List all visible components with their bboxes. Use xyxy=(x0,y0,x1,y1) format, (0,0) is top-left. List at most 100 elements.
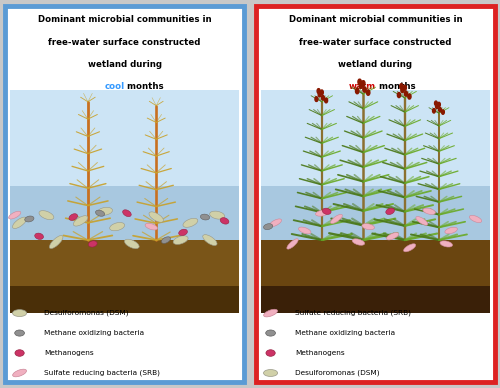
Ellipse shape xyxy=(330,215,342,223)
Ellipse shape xyxy=(110,222,124,231)
Ellipse shape xyxy=(362,223,374,230)
Ellipse shape xyxy=(98,207,112,215)
Ellipse shape xyxy=(200,214,209,220)
Ellipse shape xyxy=(74,216,88,226)
Text: wetland during: wetland during xyxy=(338,60,412,69)
Ellipse shape xyxy=(316,210,328,216)
Text: Desulforomonas (DSM): Desulforomonas (DSM) xyxy=(44,310,128,316)
Circle shape xyxy=(358,79,362,85)
Ellipse shape xyxy=(202,235,217,246)
Ellipse shape xyxy=(183,218,198,227)
Ellipse shape xyxy=(264,224,273,230)
Ellipse shape xyxy=(386,208,394,215)
Text: warm: warm xyxy=(348,82,376,91)
Text: free-water surface constructed: free-water surface constructed xyxy=(300,38,452,47)
Bar xyxy=(261,240,490,294)
Ellipse shape xyxy=(352,239,364,245)
Ellipse shape xyxy=(386,232,399,240)
Text: Methane oxidizing bacteria: Methane oxidizing bacteria xyxy=(295,330,395,336)
Circle shape xyxy=(315,97,318,102)
Circle shape xyxy=(401,87,404,92)
Circle shape xyxy=(318,92,321,97)
Bar xyxy=(261,286,490,313)
Circle shape xyxy=(436,104,438,109)
Text: Methanogens: Methanogens xyxy=(44,350,94,356)
Ellipse shape xyxy=(15,350,24,356)
Circle shape xyxy=(363,87,366,92)
Ellipse shape xyxy=(266,350,275,356)
Ellipse shape xyxy=(50,236,63,249)
Text: Methanogens: Methanogens xyxy=(295,350,344,356)
Bar xyxy=(10,186,239,240)
Ellipse shape xyxy=(149,212,164,222)
Ellipse shape xyxy=(178,229,188,236)
Ellipse shape xyxy=(69,214,78,220)
Ellipse shape xyxy=(470,215,482,223)
Ellipse shape xyxy=(24,216,34,222)
Ellipse shape xyxy=(162,237,170,243)
Ellipse shape xyxy=(264,309,278,317)
Ellipse shape xyxy=(88,241,97,247)
Ellipse shape xyxy=(416,217,428,225)
Text: Desulforomonas (DSM): Desulforomonas (DSM) xyxy=(295,370,380,376)
Circle shape xyxy=(359,83,362,88)
Circle shape xyxy=(322,95,324,100)
Text: free-water surface constructed: free-water surface constructed xyxy=(48,38,201,47)
Ellipse shape xyxy=(445,227,458,234)
Ellipse shape xyxy=(210,211,224,219)
Ellipse shape xyxy=(12,369,26,377)
Ellipse shape xyxy=(298,227,311,234)
Circle shape xyxy=(320,90,324,95)
Circle shape xyxy=(324,98,328,103)
Circle shape xyxy=(438,102,440,107)
Ellipse shape xyxy=(423,208,436,215)
Ellipse shape xyxy=(173,236,188,244)
Ellipse shape xyxy=(96,210,104,216)
Text: wetland during: wetland during xyxy=(88,60,162,69)
Ellipse shape xyxy=(322,208,331,215)
Ellipse shape xyxy=(8,211,21,219)
Text: cool: cool xyxy=(104,82,124,91)
FancyBboxPatch shape xyxy=(5,6,244,382)
Circle shape xyxy=(366,90,370,95)
Text: Sulfate reducing bacteria (SRB): Sulfate reducing bacteria (SRB) xyxy=(295,310,411,316)
Text: Dominant microbial communities in: Dominant microbial communities in xyxy=(288,16,463,24)
Ellipse shape xyxy=(12,310,26,317)
Ellipse shape xyxy=(266,330,276,336)
Bar xyxy=(10,240,239,294)
Circle shape xyxy=(398,92,400,98)
Circle shape xyxy=(356,88,359,94)
Circle shape xyxy=(408,94,411,99)
Ellipse shape xyxy=(264,369,278,376)
Circle shape xyxy=(404,91,407,96)
Ellipse shape xyxy=(34,233,43,239)
Circle shape xyxy=(362,81,365,86)
Circle shape xyxy=(442,110,444,114)
Bar xyxy=(10,90,239,186)
Ellipse shape xyxy=(39,211,54,220)
Ellipse shape xyxy=(287,239,298,249)
Ellipse shape xyxy=(14,330,24,336)
Circle shape xyxy=(434,101,438,106)
Text: months: months xyxy=(376,82,415,91)
Text: months: months xyxy=(124,82,164,91)
Ellipse shape xyxy=(122,210,131,217)
Circle shape xyxy=(317,88,320,94)
Circle shape xyxy=(403,85,406,90)
Ellipse shape xyxy=(12,217,26,229)
Ellipse shape xyxy=(124,239,139,249)
Bar xyxy=(10,286,239,313)
Bar xyxy=(261,90,490,186)
Text: Methane oxidizing bacteria: Methane oxidizing bacteria xyxy=(44,330,144,336)
Bar xyxy=(261,186,490,240)
Ellipse shape xyxy=(145,223,158,230)
FancyBboxPatch shape xyxy=(256,6,495,382)
Text: Sulfate reducing bacteria (SRB): Sulfate reducing bacteria (SRB) xyxy=(44,370,160,376)
Circle shape xyxy=(432,109,436,113)
Circle shape xyxy=(400,84,403,89)
Text: Dominant microbial communities in: Dominant microbial communities in xyxy=(38,16,212,24)
Ellipse shape xyxy=(270,219,281,227)
Ellipse shape xyxy=(440,241,452,247)
Ellipse shape xyxy=(404,244,416,252)
Ellipse shape xyxy=(220,218,229,224)
